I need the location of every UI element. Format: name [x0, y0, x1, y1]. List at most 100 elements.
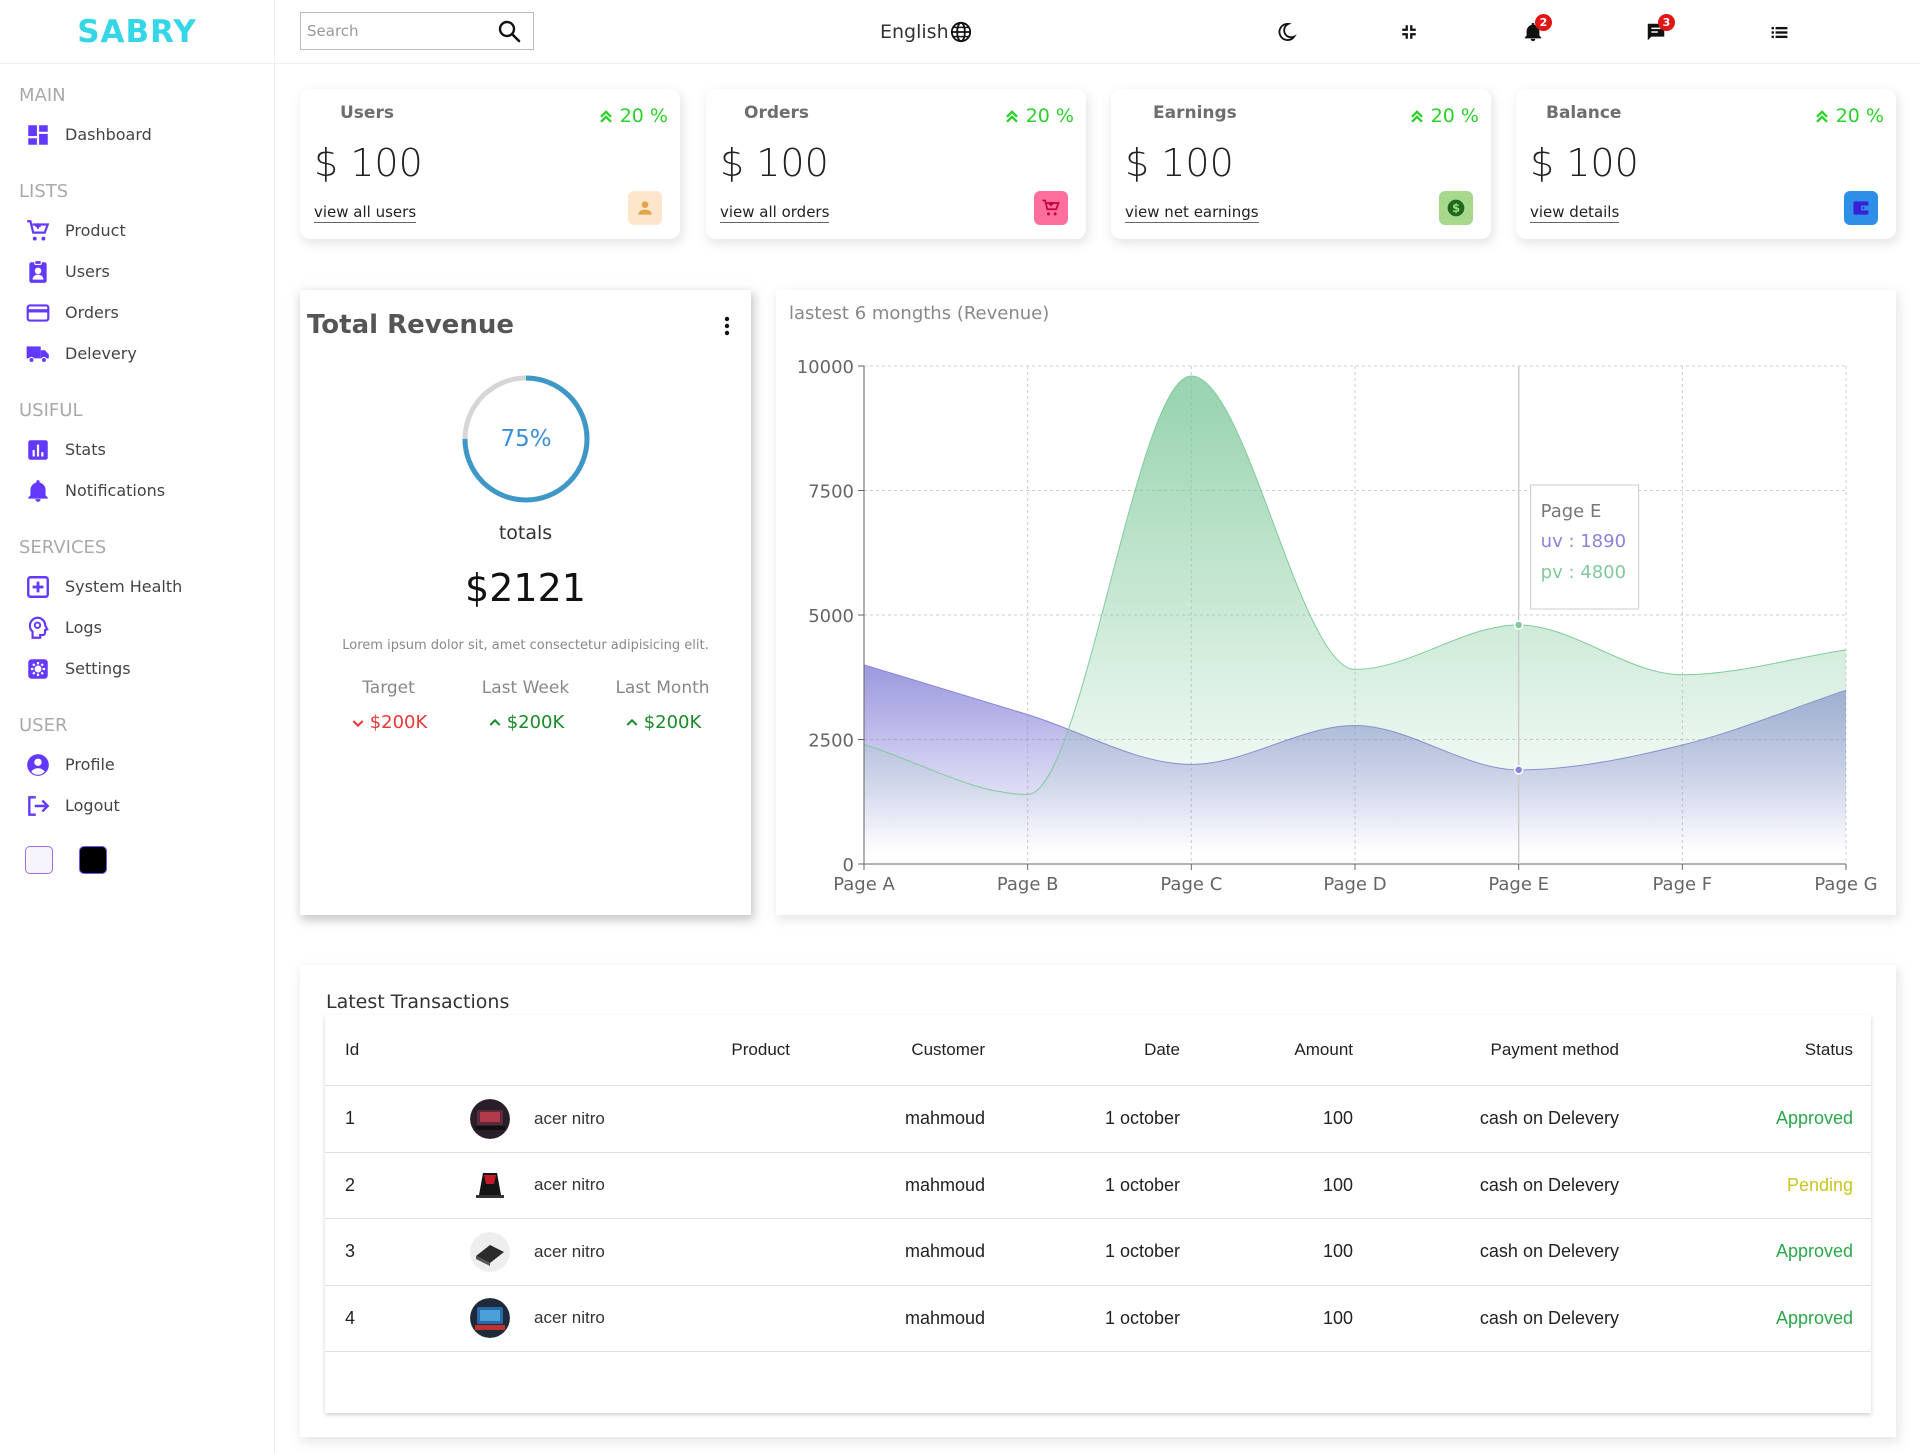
sidebar-item-settings[interactable]: Settings: [0, 648, 274, 689]
double-chevron-up-icon: [1005, 110, 1018, 123]
widget-percentage: 20 %: [1407, 105, 1479, 127]
widget-icon-box: [1034, 191, 1068, 225]
cell-amount: 100: [1322, 1307, 1353, 1328]
table-row[interactable]: 4 acer nitro mahmoud 1 october 100 cash on De…: [325, 1286, 1871, 1352]
sidebar-item-notifications[interactable]: Notifications: [0, 470, 274, 511]
sidebar-item-users[interactable]: Users: [0, 251, 274, 292]
sidebar-item-product[interactable]: Product: [0, 210, 274, 251]
sidebar-sections: MAIN Dashboard LISTS Product Users Orders Dele…: [0, 85, 274, 826]
cell-id: 2: [345, 1174, 356, 1195]
top-navbar: English 2 3: [275, 0, 1920, 64]
sidebar-item-label: Logout: [65, 796, 120, 815]
cell-customer: mahmoud: [904, 1241, 985, 1262]
column-header-amount[interactable]: Amount: [1294, 1040, 1353, 1059]
sidebar-item-logout[interactable]: Logout: [0, 785, 274, 826]
language-label: English: [880, 21, 949, 43]
widget-percent-value: 20 %: [1835, 105, 1884, 127]
latest-transactions-card: Latest Transactions Id Product Customer Dat…: [300, 965, 1896, 1437]
sidebar-item-dashboard[interactable]: Dashboard: [0, 114, 274, 155]
column-header-status[interactable]: Status: [1804, 1040, 1853, 1059]
notifications-badge: 2: [1535, 14, 1552, 31]
sidebar-item-system-health[interactable]: System Health: [0, 566, 274, 607]
transactions-table: Id Product Customer Date Amount Payment metho…: [325, 1015, 1871, 1413]
sidebar-item-stats[interactable]: Stats: [0, 429, 274, 470]
column-header-date[interactable]: Date: [1144, 1040, 1180, 1059]
column-header-customer[interactable]: Customer: [911, 1040, 985, 1059]
revenue-chart-card: lastest 6 mongths (Revenue) 0 2500 5000 750…: [776, 290, 1896, 915]
column-header-product[interactable]: Product: [731, 1040, 790, 1059]
progress-ring: [462, 375, 590, 503]
fullscreen-exit-button[interactable]: [1400, 0, 1418, 64]
messages-button[interactable]: 3: [1645, 0, 1675, 64]
progress-label: 75%: [500, 426, 552, 452]
sidebar-item-orders[interactable]: Orders: [0, 292, 274, 333]
sidebar-section-lists: LISTS Product Users Orders Delevery: [0, 181, 274, 374]
widget-percent-value: 20 %: [619, 105, 668, 127]
series-area-pv: [864, 375, 1846, 864]
total-amount: $2121: [465, 566, 586, 610]
widget-users: Users 20 % $ 100 view all users: [300, 89, 680, 239]
language-selector[interactable]: English: [880, 0, 972, 64]
double-chevron-up-icon: [1410, 110, 1423, 123]
summary-value: $200K: [324, 712, 454, 733]
cell-status: Approved: [1775, 1241, 1853, 1262]
column-header-payment-method[interactable]: Payment method: [1490, 1040, 1619, 1059]
sidebar-item-delevery[interactable]: Delevery: [0, 333, 274, 374]
cell-customer: mahmoud: [904, 1174, 985, 1195]
revenue-area-chart[interactable]: 0 2500 5000 7500 10000 Page A Page B Page C Page…: [776, 290, 1896, 915]
notifications-button[interactable]: 2: [1522, 0, 1552, 64]
product-thumbnail: [470, 1231, 510, 1272]
widget-link[interactable]: view net earnings: [1125, 203, 1259, 223]
chevron-up-icon: [626, 718, 638, 726]
wallet-icon: [1853, 201, 1869, 215]
credit-card-icon: [26, 303, 50, 322]
chevron-up-icon: [489, 718, 501, 726]
series-line-pv: [863, 375, 1847, 795]
cell-status: Approved: [1775, 1307, 1853, 1328]
chart-title: lastest 6 mongths (Revenue): [789, 303, 1050, 324]
widget-link[interactable]: view details: [1530, 203, 1620, 223]
logo[interactable]: SABRY: [77, 13, 197, 50]
search-icon[interactable]: [497, 19, 521, 43]
table-row[interactable]: 3 acer nitro mahmoud 1 october 100 cash on De…: [325, 1219, 1871, 1286]
sidebar-section-title: MAIN: [19, 85, 66, 106]
column-header-id[interactable]: Id: [345, 1040, 360, 1059]
dark-theme-swatch[interactable]: [79, 846, 107, 874]
sidebar-item-logs[interactable]: Logs: [0, 607, 274, 648]
summary-value: $200K: [461, 712, 591, 733]
sidebar-section-title: USIFUL: [19, 400, 83, 421]
summary-value: $200K: [598, 712, 728, 733]
product-name: acer nitro: [534, 1308, 605, 1328]
widget-icon-box: $: [1439, 191, 1473, 225]
sidebar-item-label: Logs: [65, 618, 102, 637]
dark-mode-toggle[interactable]: [1275, 0, 1297, 64]
x-tick-label: Page C: [1160, 874, 1222, 895]
sidebar-item-profile[interactable]: Profile: [0, 744, 274, 785]
widget-link[interactable]: view all users: [314, 203, 417, 223]
cell-method: cash on Delevery: [1479, 1174, 1619, 1195]
more-vert-icon[interactable]: [715, 314, 739, 338]
widget-link[interactable]: view all orders: [720, 203, 830, 223]
light-theme-swatch[interactable]: [25, 846, 53, 874]
widget-title: Earnings: [1153, 103, 1237, 123]
sidebar-item-label: Users: [65, 262, 110, 281]
tooltip-title: Page E: [1541, 501, 1602, 522]
sidebar-item-label: Orders: [65, 303, 119, 322]
widget-percentage: 20 %: [596, 105, 668, 127]
moon-icon: [1278, 23, 1297, 41]
sidebar-item-label: Product: [65, 221, 126, 240]
sidebar-section-main: MAIN Dashboard: [0, 85, 274, 155]
table-row[interactable]: 1 acer nitro mahmoud 1 october 100 cash on De…: [325, 1086, 1871, 1153]
widget-value: $ 100: [1530, 141, 1639, 185]
summary-label: Last Month: [615, 678, 710, 698]
summary-label: Last Week: [481, 678, 570, 698]
cell-method: cash on Delevery: [1479, 1241, 1619, 1262]
sidebar-item-label: Dashboard: [65, 125, 152, 144]
sidebar-section-user: USER Profile Logout: [0, 715, 274, 826]
menu-list-button[interactable]: [1770, 0, 1789, 64]
search-input[interactable]: [301, 16, 491, 46]
summary-label: Target: [362, 678, 415, 698]
sidebar-section-title: SERVICES: [19, 537, 107, 558]
table-row[interactable]: 2 acer nitro mahmoud 1 october 100 cash on De…: [325, 1153, 1871, 1219]
summary-amount: $200K: [506, 712, 565, 733]
